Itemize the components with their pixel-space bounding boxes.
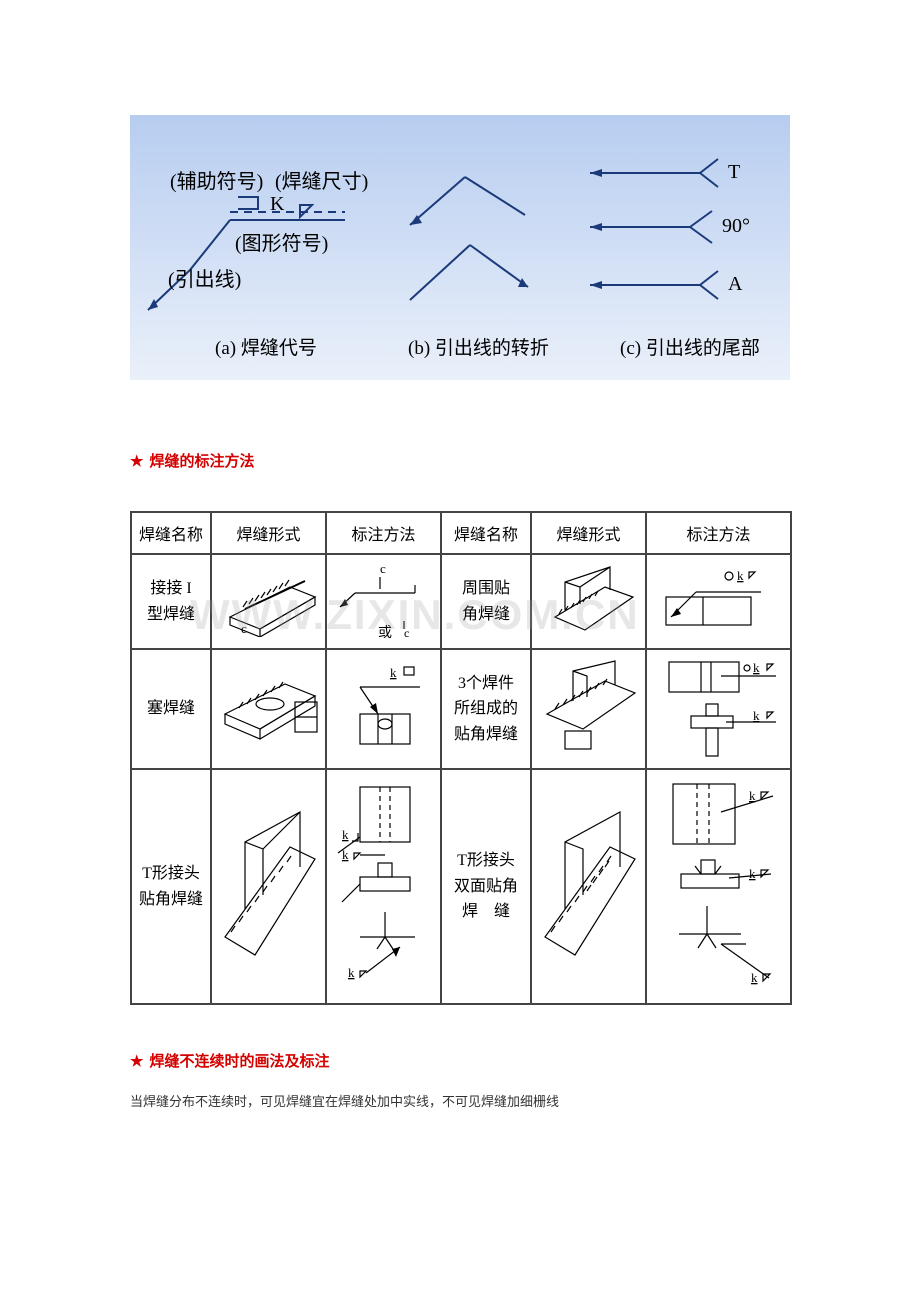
svg-text:k: k xyxy=(749,866,756,881)
weld-method-icon: k k k xyxy=(330,777,438,997)
th-method-left: 标注方法 xyxy=(326,512,441,554)
weld-method-icon: k xyxy=(330,659,438,759)
cell-method-r3l: k k k xyxy=(326,769,441,1004)
paragraph-discontinuous: 当焊缝分布不连续时，可见焊缝宜在焊缝处加中实线，不可见焊缝加细栅线 xyxy=(130,1091,790,1110)
cell-name-r2r: 3个焊件 所组成的 贴角焊缝 xyxy=(441,649,531,769)
svg-text:k: k xyxy=(737,568,744,583)
cell-name-r1r: 周围贴 角焊缝 xyxy=(441,554,531,649)
txt: 3个焊件 所组成的 贴角焊缝 xyxy=(454,675,518,743)
label-tail-t: T xyxy=(728,161,740,184)
cell-name-r1l: 接接 I 型焊缝 xyxy=(131,554,211,649)
svg-text:k: k xyxy=(753,660,760,675)
cell-form-r3r xyxy=(531,769,646,1004)
weld-method-icon: c 或 c xyxy=(330,559,438,644)
txt: T形接头 双面贴角 焊 缝 xyxy=(454,852,518,920)
cell-form-r1r xyxy=(531,554,646,649)
table-header-row: 焊缝名称 焊缝形式 标注方法 焊缝名称 焊缝形式 标注方法 xyxy=(131,512,791,554)
heading-annotation-method: ★ 焊缝的标注方法 xyxy=(130,450,790,471)
svg-text:或: 或 xyxy=(378,625,392,641)
heading-discontinuous: ★ 焊缝不连续时的画法及标注 xyxy=(130,1050,790,1071)
label-tail-90: 90° xyxy=(722,215,750,238)
label-tail-a: A xyxy=(728,273,742,296)
cell-form-r2l xyxy=(211,649,326,769)
svg-text:c: c xyxy=(380,561,386,576)
label-aux-symbol: (辅助符号) xyxy=(170,165,263,194)
weld-form-icon xyxy=(535,659,643,759)
svg-text:c: c xyxy=(241,621,247,636)
weld-form-icon xyxy=(535,562,643,642)
label-leader-line: (引出线) xyxy=(168,263,241,292)
th-name-left: 焊缝名称 xyxy=(131,512,211,554)
svg-text:k: k xyxy=(751,970,758,985)
cell-name-r3r: T形接头 双面贴角 焊 缝 xyxy=(441,769,531,1004)
table-row: T形接头 贴角焊缝 xyxy=(131,769,791,1004)
table-row: 塞焊缝 xyxy=(131,649,791,769)
caption-a: (a) 焊缝代号 xyxy=(215,333,317,360)
label-graphic-symbol: (图形符号) xyxy=(235,227,328,256)
label-weld-size: (焊缝尺寸) xyxy=(275,165,368,194)
label-k: K xyxy=(270,193,284,216)
svg-text:c: c xyxy=(404,626,409,640)
txt: 接接 I 型焊缝 xyxy=(147,580,195,623)
cell-method-r2r: k k xyxy=(646,649,791,769)
star-icon: ★ xyxy=(130,453,143,470)
txt: T形接头 贴角焊缝 xyxy=(139,865,203,908)
svg-text:k: k xyxy=(749,788,756,803)
cell-name-r3l: T形接头 贴角焊缝 xyxy=(131,769,211,1004)
weld-method-icon: k k k xyxy=(651,774,786,999)
cell-method-r2l: k xyxy=(326,649,441,769)
caption-b: (b) 引出线的转折 xyxy=(408,333,549,360)
caption-c: (c) 引出线的尾部 xyxy=(620,333,760,360)
cell-name-r2l: 塞焊缝 xyxy=(131,649,211,769)
table-row: 接接 I 型焊缝 c c xyxy=(131,554,791,649)
weld-symbol-figure: (辅助符号) (焊缝尺寸) K (图形符号) (引出线) T 90° A (a)… xyxy=(130,115,790,380)
weld-form-icon xyxy=(535,787,643,987)
star-icon: ★ xyxy=(130,1053,143,1070)
weld-form-icon: c xyxy=(215,567,323,637)
weld-method-icon: k xyxy=(651,562,786,642)
svg-text:k: k xyxy=(342,827,349,842)
weld-form-icon xyxy=(215,664,323,754)
cell-form-r3l xyxy=(211,769,326,1004)
weld-form-icon xyxy=(215,787,323,987)
weld-method-icon: k k xyxy=(651,654,786,764)
txt: 塞焊缝 xyxy=(147,700,195,717)
heading2-text: 焊缝不连续时的画法及标注 xyxy=(149,1053,329,1070)
th-method-right: 标注方法 xyxy=(646,512,791,554)
txt: 周围贴 角焊缝 xyxy=(462,580,510,623)
cell-method-r3r: k k k xyxy=(646,769,791,1004)
th-form-right: 焊缝形式 xyxy=(531,512,646,554)
cell-form-r2r xyxy=(531,649,646,769)
svg-text:k: k xyxy=(348,965,355,980)
cell-method-r1l: c 或 c xyxy=(326,554,441,649)
svg-text:k: k xyxy=(390,665,397,680)
heading1-text: 焊缝的标注方法 xyxy=(149,453,254,470)
cell-form-r1l: c xyxy=(211,554,326,649)
weld-annotation-table: 焊缝名称 焊缝形式 标注方法 焊缝名称 焊缝形式 标注方法 接接 I 型焊缝 xyxy=(130,511,792,1005)
weld-table-wrapper: WWW.ZIXIN.COM.CN 焊缝名称 焊缝形式 标注方法 焊缝名称 焊缝形… xyxy=(130,511,790,1005)
svg-text:k: k xyxy=(753,708,760,723)
cell-method-r1r: k xyxy=(646,554,791,649)
th-form-left: 焊缝形式 xyxy=(211,512,326,554)
th-name-right: 焊缝名称 xyxy=(441,512,531,554)
